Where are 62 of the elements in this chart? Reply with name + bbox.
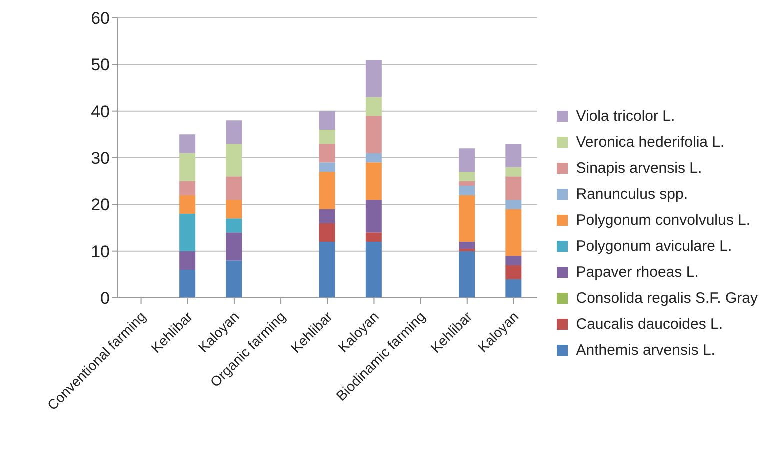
bar bbox=[366, 232, 382, 242]
bar bbox=[459, 251, 476, 298]
bar bbox=[226, 232, 242, 261]
y-tick-label: 50 bbox=[91, 56, 110, 75]
bar bbox=[506, 209, 522, 256]
bar bbox=[226, 260, 242, 298]
bar bbox=[319, 111, 336, 130]
legend-label: Ranunculus spp. bbox=[576, 186, 688, 202]
bar bbox=[459, 181, 476, 186]
bar bbox=[366, 242, 382, 298]
bar bbox=[319, 172, 336, 210]
bar bbox=[506, 265, 522, 280]
bar bbox=[180, 195, 196, 214]
bar bbox=[226, 144, 242, 177]
bar bbox=[226, 176, 242, 200]
legend-label: Sinapis arvensis L. bbox=[576, 160, 702, 176]
bar bbox=[506, 279, 522, 298]
bar bbox=[319, 223, 336, 242]
bar bbox=[459, 242, 476, 249]
bar bbox=[506, 256, 522, 266]
bar bbox=[366, 200, 382, 233]
bar bbox=[459, 172, 476, 182]
bar bbox=[459, 148, 476, 172]
bar bbox=[226, 200, 242, 219]
bar bbox=[366, 162, 382, 200]
bar bbox=[319, 162, 336, 172]
bar bbox=[506, 167, 522, 177]
bar bbox=[226, 120, 242, 144]
y-tick-label: 0 bbox=[100, 289, 110, 308]
bar bbox=[459, 195, 476, 242]
bar bbox=[180, 214, 196, 252]
bar bbox=[319, 242, 336, 298]
legend-label: Anthemis arvensis L. bbox=[576, 342, 716, 358]
legend-label: Caucalis daucoides L. bbox=[576, 316, 724, 332]
bar bbox=[319, 130, 336, 144]
legend-label: Consolida regalis S.F. Gray bbox=[576, 290, 758, 306]
bar bbox=[459, 186, 476, 196]
bar bbox=[366, 60, 382, 98]
y-tick-label: 20 bbox=[91, 196, 110, 215]
bar bbox=[366, 116, 382, 154]
legend-label: Polygonum convolvulus L. bbox=[576, 212, 751, 228]
y-tick-label: 30 bbox=[91, 149, 110, 168]
bar bbox=[319, 144, 336, 163]
bar bbox=[226, 218, 242, 233]
legend-label: Viola tricolor L. bbox=[576, 108, 676, 124]
y-tick-label: 60 bbox=[91, 9, 110, 28]
bar bbox=[506, 144, 522, 168]
bar bbox=[506, 176, 522, 200]
bar bbox=[180, 251, 196, 270]
bar bbox=[180, 153, 196, 182]
bar bbox=[366, 153, 382, 163]
y-tick-label: 10 bbox=[91, 242, 110, 262]
bar bbox=[180, 181, 196, 196]
bar bbox=[366, 97, 382, 116]
legend-label: Veronica hederifolia L. bbox=[576, 134, 725, 150]
bar bbox=[319, 209, 336, 224]
bar bbox=[506, 200, 522, 210]
y-tick-label: 40 bbox=[91, 102, 110, 122]
legend-label: Polygonum aviculare L. bbox=[576, 238, 732, 254]
bar bbox=[180, 134, 196, 154]
legend-label: Papaver rhoeas L. bbox=[576, 264, 699, 280]
bar bbox=[180, 270, 196, 298]
